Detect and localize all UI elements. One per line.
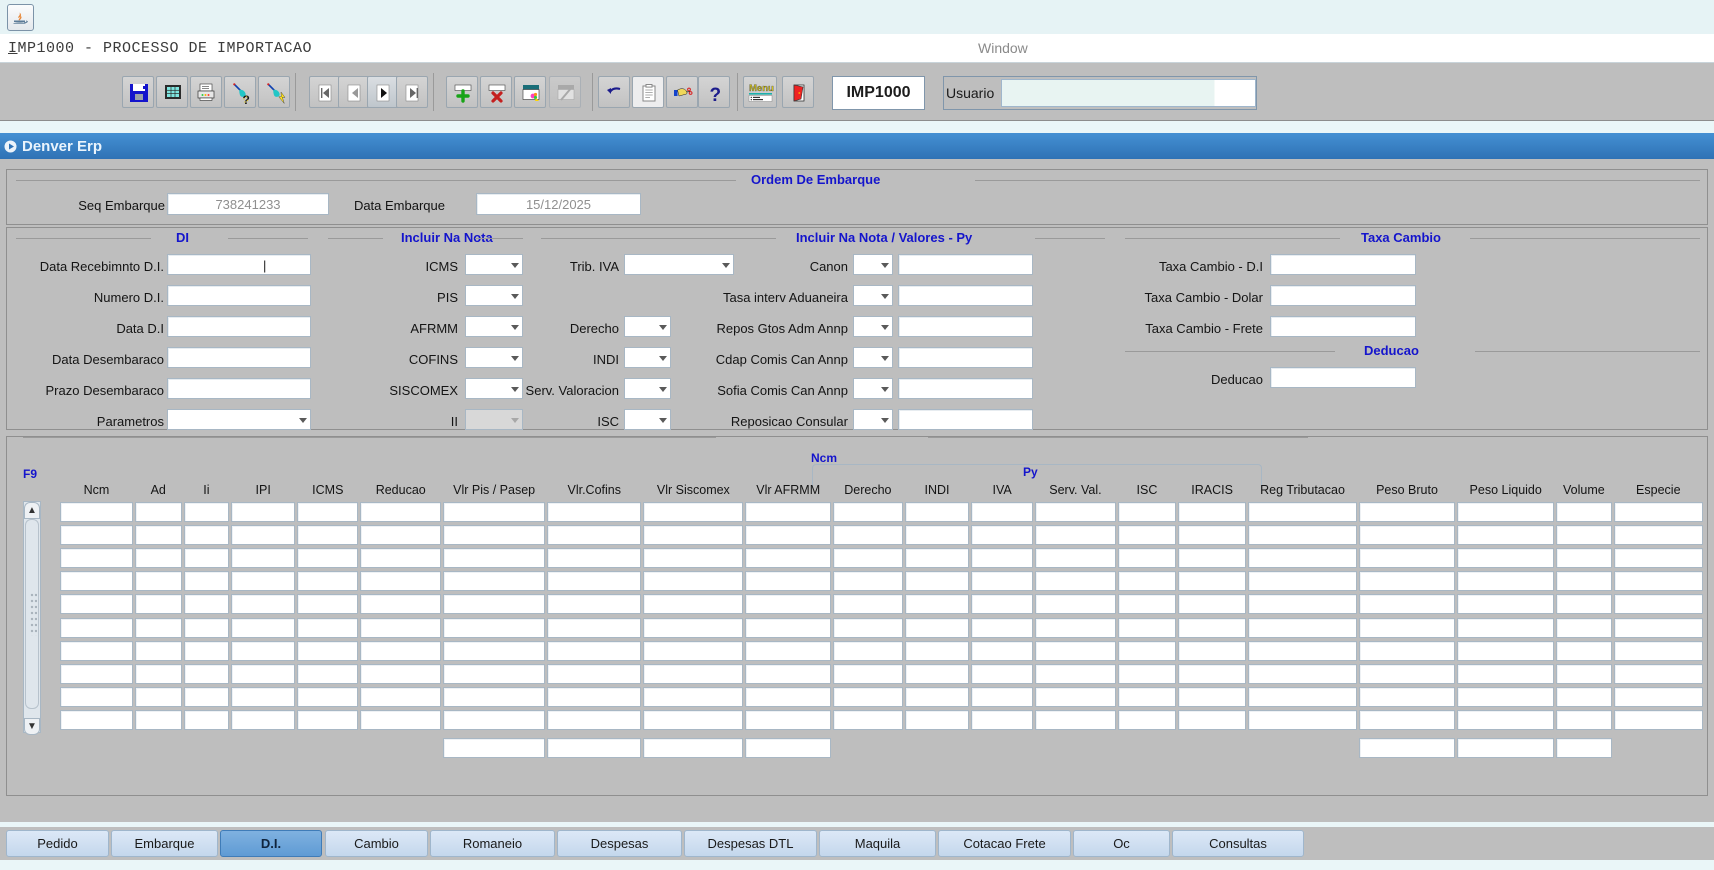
svg-text:?: ? xyxy=(710,85,722,106)
svg-text:Menu: Menu xyxy=(749,83,774,94)
svg-text:?: ? xyxy=(243,93,250,107)
